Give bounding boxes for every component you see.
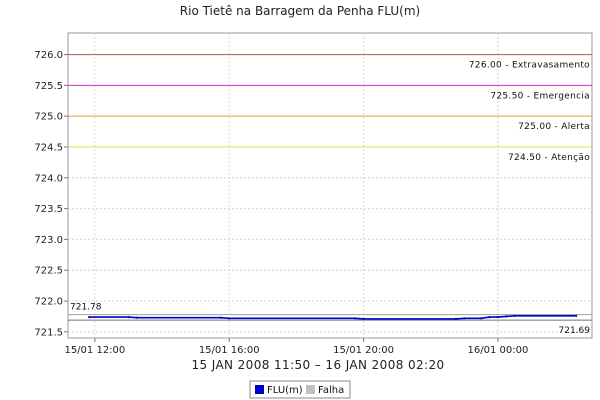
y-tick-label: 723.5: [34, 204, 63, 215]
series-point: [575, 314, 578, 317]
series-point: [454, 317, 458, 320]
series-point: [127, 316, 130, 319]
series-point: [228, 317, 231, 320]
series-point: [463, 317, 466, 320]
threshold-label: 725.00 - Alerta: [518, 122, 590, 132]
threshold-lines: 726.00 - Extravasamento 725.50 - Emergenc…: [68, 54, 592, 163]
series-point: [219, 316, 222, 319]
threshold-label: 725.50 - Emergencia: [490, 91, 590, 101]
series-point: [88, 316, 91, 319]
y-tick-label: 722.5: [34, 266, 63, 277]
legend-box: [249, 380, 351, 399]
x-tick-label: 15/01 16:00: [199, 345, 260, 356]
legend-swatch-falha: [306, 385, 315, 394]
y-tick-label: 723.0: [34, 235, 63, 246]
series-point: [480, 317, 483, 320]
legend: FLU(m) Falha: [249, 380, 351, 399]
series-point: [496, 316, 499, 319]
time-range-label: 15 JAN 2008 11:50 – 16 JAN 2008 02:20: [191, 358, 444, 372]
y-tick-label: 721.5: [34, 327, 63, 338]
y-tick-label: 726.0: [34, 50, 63, 61]
series-layer: [88, 314, 578, 320]
y-tick-label: 725.5: [34, 81, 63, 92]
y-tick-label: 725.0: [34, 112, 63, 123]
x-tick-label: 16/01 00:00: [468, 345, 529, 356]
x-tick-label: 15/01 20:00: [333, 345, 394, 356]
series-point: [513, 314, 516, 317]
y-tick-label: 724.5: [34, 142, 63, 153]
plot-area: [67, 32, 593, 339]
y-tick-label: 722.0: [34, 297, 63, 308]
series-point: [505, 315, 508, 318]
threshold-label: 724.50 - Atenção: [508, 153, 590, 163]
series-point: [362, 317, 365, 320]
max-label: 721.78: [70, 303, 102, 313]
series-point: [488, 316, 491, 319]
y-axis: 721.5 722.0 722.5 723.0 723.5 724.0 724.5 725.0…: [34, 50, 68, 338]
threshold-label: 726.00 - Extravasamento: [469, 61, 590, 71]
min-label: 721.69: [559, 326, 591, 336]
legend-label-falha: Falha: [318, 385, 344, 396]
legend-swatch-flu: [255, 385, 264, 394]
chart-title: Rio Tietê na Barragem da Penha FLU(m): [180, 4, 420, 18]
min-max-lines: 721.78 721.69: [68, 303, 592, 336]
series-point: [135, 316, 138, 319]
x-tick-label: 15/01 12:00: [64, 345, 125, 356]
x-axis: 15/01 12:00 15/01 16:00 15/01 20:00 16/01 0…: [64, 338, 528, 356]
y-tick-label: 724.0: [34, 173, 63, 184]
legend-label-flu: FLU(m): [267, 385, 303, 396]
x-gridlines: [94, 33, 499, 338]
series-point: [354, 317, 357, 320]
